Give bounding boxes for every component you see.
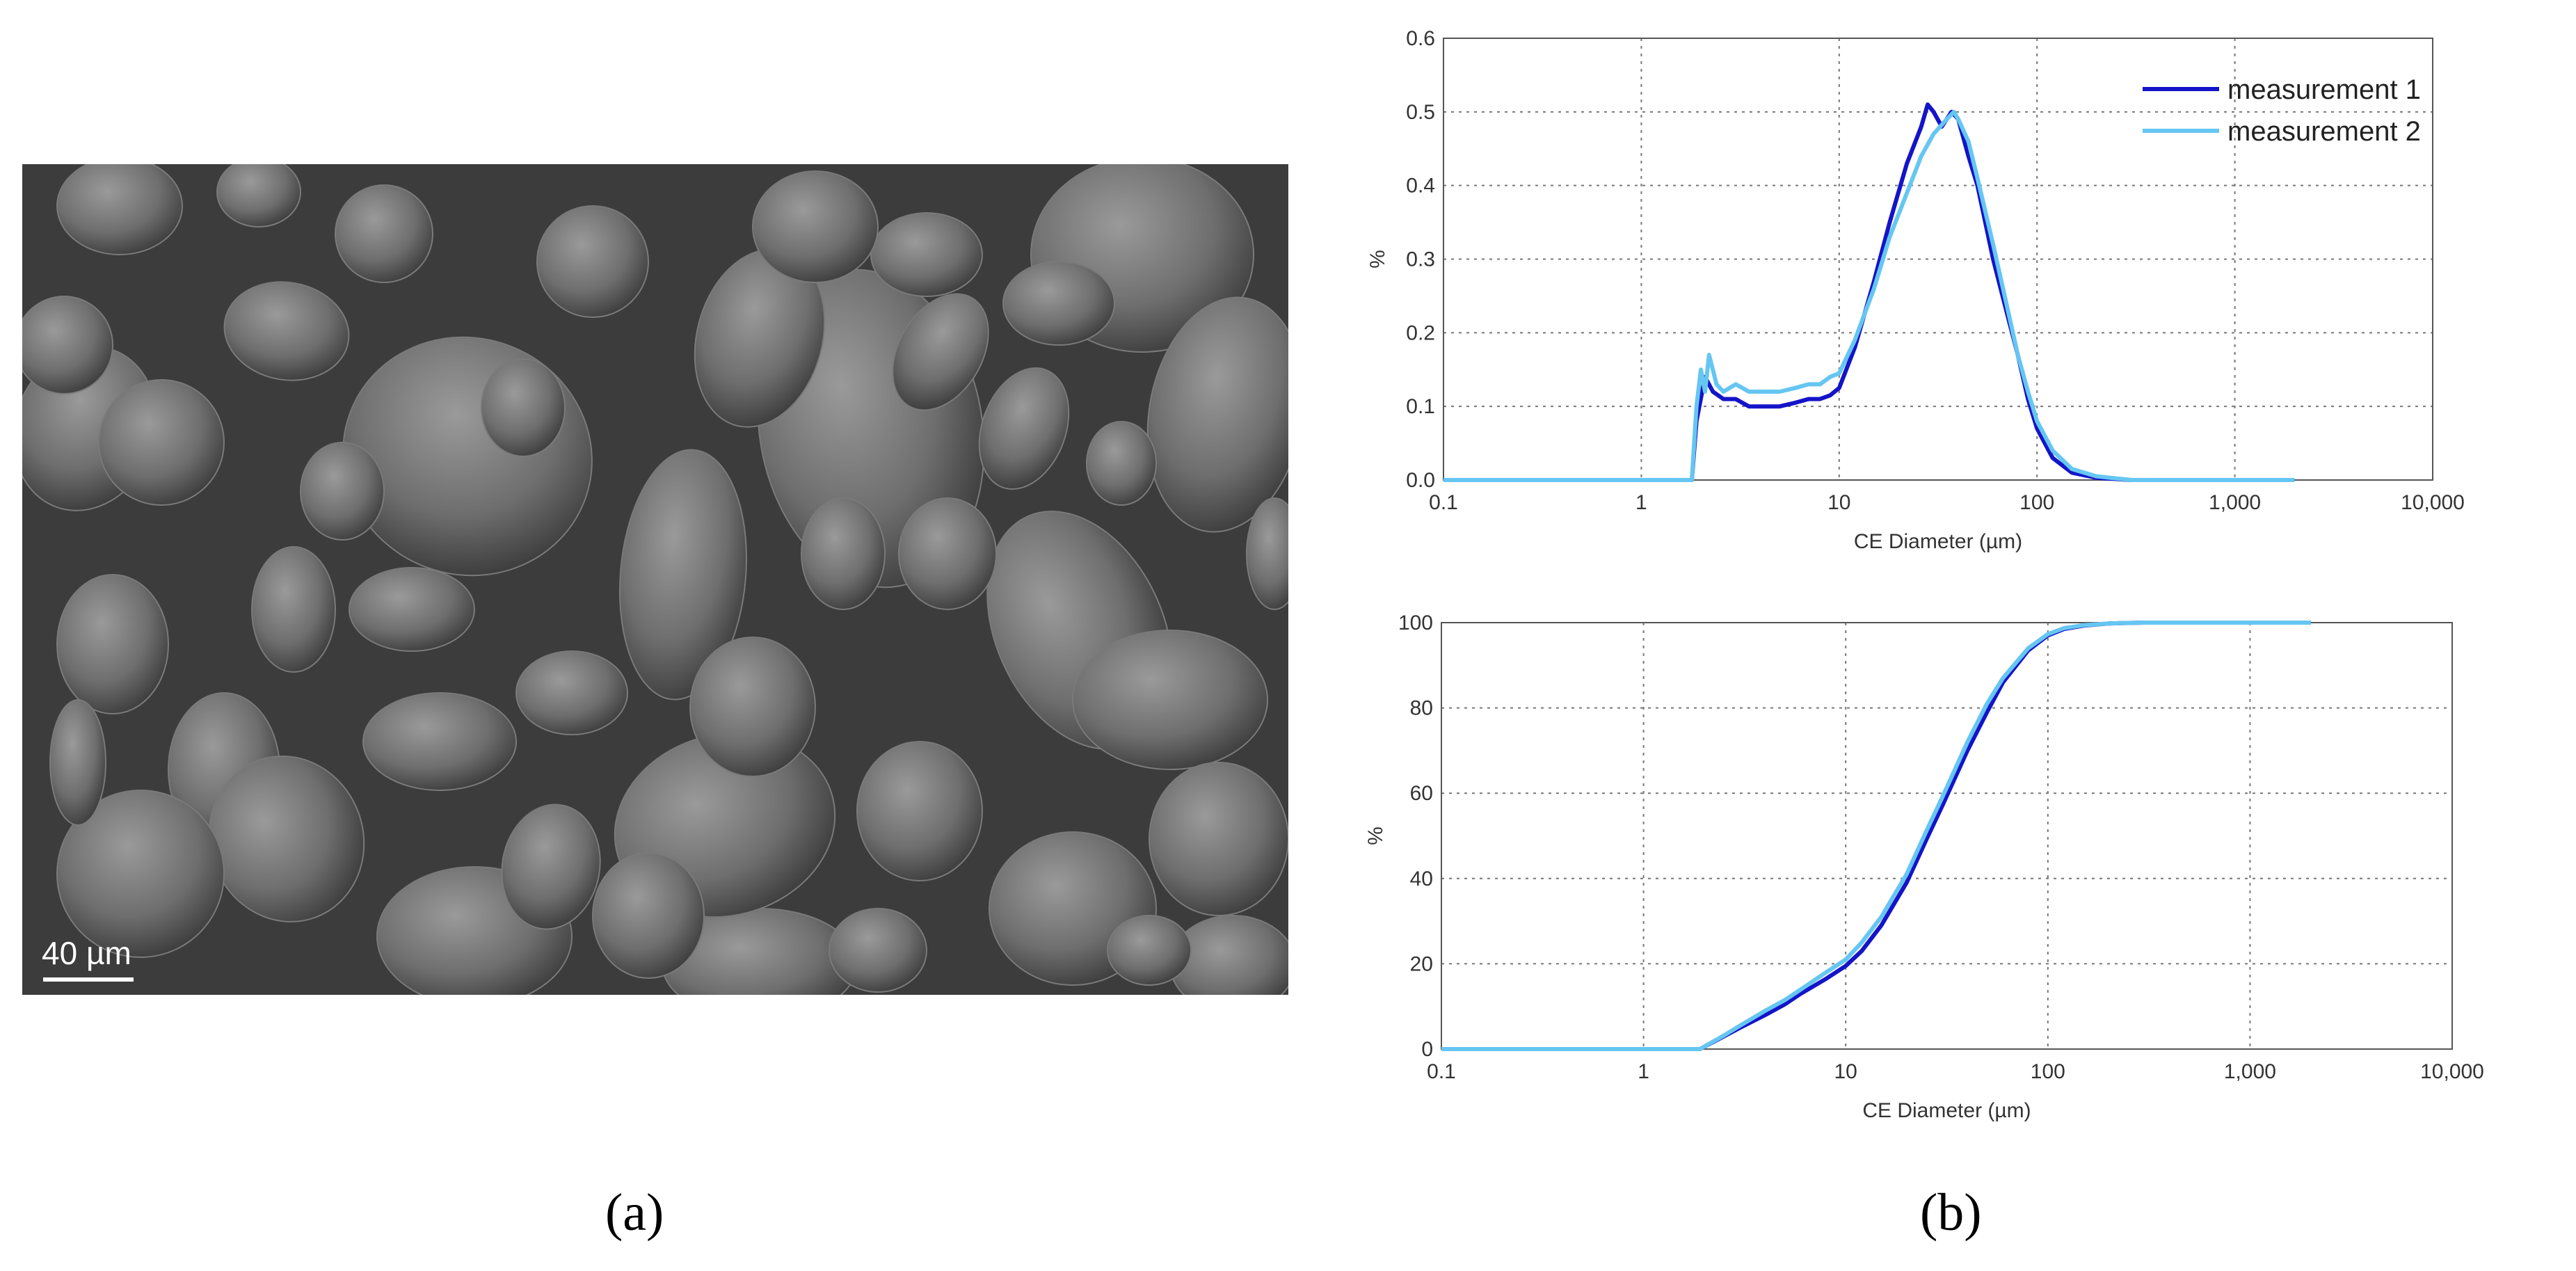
particle	[98, 379, 225, 506]
particle	[829, 908, 927, 993]
x-tick-label: 10,000	[2420, 1060, 2484, 1083]
particle	[689, 637, 816, 777]
series-line-2	[1443, 109, 2295, 482]
particle	[1146, 296, 1288, 533]
y-tick-label: 0.4	[1406, 175, 1435, 198]
particle	[752, 170, 879, 283]
series-line-2	[1441, 621, 2311, 1051]
y-tick-label: 80	[1410, 697, 1433, 720]
chart-cumulative-distribution: 0.1 1 10 100 1,000 10,000 0 20 40 60 80 100 CE Dia…	[1364, 611, 2484, 1122]
chart2-plot-area	[1441, 622, 2453, 1050]
particle	[49, 699, 106, 826]
chart1-y-tick-labels: 0.0 0.1 0.2 0.3 0.4 0.5 0.6	[1406, 27, 1435, 492]
particle	[1107, 915, 1192, 986]
x-tick-label: 100	[2019, 491, 2054, 514]
series-line-1	[1441, 621, 2311, 1051]
chart2-x-axis-label: CE Diameter (µm)	[1862, 1099, 2031, 1122]
x-tick-label: 0.1	[1429, 491, 1458, 514]
particle	[349, 567, 475, 652]
chart2-y-tick-labels: 0 20 40 60 80 100	[1398, 611, 1433, 1061]
chart1-legend: measurement 1 measurement 2	[2143, 74, 2421, 147]
x-tick-label: 1,000	[2209, 491, 2261, 514]
particle	[978, 367, 1070, 490]
y-tick-label: 100	[1398, 611, 1433, 634]
particle	[362, 692, 517, 791]
particle	[1149, 762, 1288, 916]
y-tick-label: 0.5	[1406, 101, 1435, 124]
particle	[56, 790, 225, 958]
x-tick-label: 10,000	[2401, 491, 2465, 514]
y-tick-label: 0.1	[1406, 395, 1435, 418]
y-tick-label: 0.6	[1406, 27, 1435, 50]
particle	[892, 293, 989, 411]
x-tick-label: 0.1	[1427, 1060, 1456, 1083]
particle	[501, 804, 601, 930]
particle	[1246, 497, 1288, 610]
y-tick-label: 0.2	[1406, 321, 1435, 344]
chart1-series	[1443, 102, 2295, 482]
particle	[481, 358, 566, 457]
particle	[56, 574, 169, 714]
charts-panel: 0.1 1 10 100 1,000 10,000 0.00.10.20.30.40.50…	[1364, 27, 2484, 1122]
x-tick-label: 100	[2031, 1060, 2065, 1083]
particle	[22, 296, 113, 394]
y-tick-label: 40	[1410, 868, 1433, 890]
panel-label-b: (b)	[1920, 1183, 1982, 1242]
chart1-y-axis-label: %	[1366, 250, 1389, 269]
x-tick-label: 1,000	[2224, 1060, 2276, 1083]
y-tick-label: 20	[1410, 952, 1433, 975]
particle	[335, 184, 433, 283]
particle	[1072, 630, 1268, 770]
y-tick-label: 60	[1410, 782, 1433, 805]
particle	[536, 205, 649, 318]
x-tick-label: 10	[1827, 491, 1850, 514]
particles	[22, 164, 1288, 995]
chart2-series	[1441, 621, 2311, 1051]
particle	[56, 164, 183, 255]
panel-label-a: (a)	[605, 1183, 664, 1242]
legend-label-measurement-1: measurement 1	[2227, 74, 2421, 105]
particle	[515, 650, 628, 735]
particle	[1002, 261, 1115, 346]
particle	[856, 741, 983, 881]
chart2-y-axis-label: %	[1364, 826, 1387, 845]
x-tick-label: 1	[1638, 1060, 1649, 1083]
particle	[592, 852, 705, 979]
y-tick-label: 0	[1421, 1038, 1433, 1061]
particle	[223, 281, 350, 381]
particle	[618, 449, 748, 701]
chart1-x-axis-label: CE Diameter (µm)	[1854, 530, 2022, 553]
scale-bar-label: 40 µm	[42, 935, 131, 971]
chart2-x-tick-labels: 0.1 1 10 100 1,000 10,000	[1427, 1060, 2484, 1083]
sem-image: 40 µm	[22, 164, 1288, 995]
particle	[898, 497, 997, 610]
particle	[251, 546, 336, 673]
y-tick-label: 0.3	[1406, 248, 1435, 271]
series-line-1	[1443, 102, 2295, 482]
chart-frequency-distribution: 0.1 1 10 100 1,000 10,000 0.00.10.20.30.40.50…	[1366, 27, 2465, 553]
legend-label-measurement-2: measurement 2	[2227, 116, 2421, 147]
particle	[216, 164, 301, 227]
x-tick-label: 10	[1834, 1060, 1857, 1083]
particle	[1086, 421, 1157, 506]
particle	[801, 497, 886, 610]
y-tick-label: 0.0	[1406, 469, 1435, 492]
sem-micrograph: 40 µm	[22, 164, 1288, 995]
particle	[300, 442, 385, 541]
particle	[870, 212, 983, 297]
x-tick-label: 1	[1635, 491, 1647, 514]
chart2-grid	[1441, 622, 2453, 1050]
chart1-x-tick-labels: 0.1 1 10 100 1,000 10,000	[1429, 491, 2465, 514]
chart1-plot-area	[1443, 38, 2433, 481]
